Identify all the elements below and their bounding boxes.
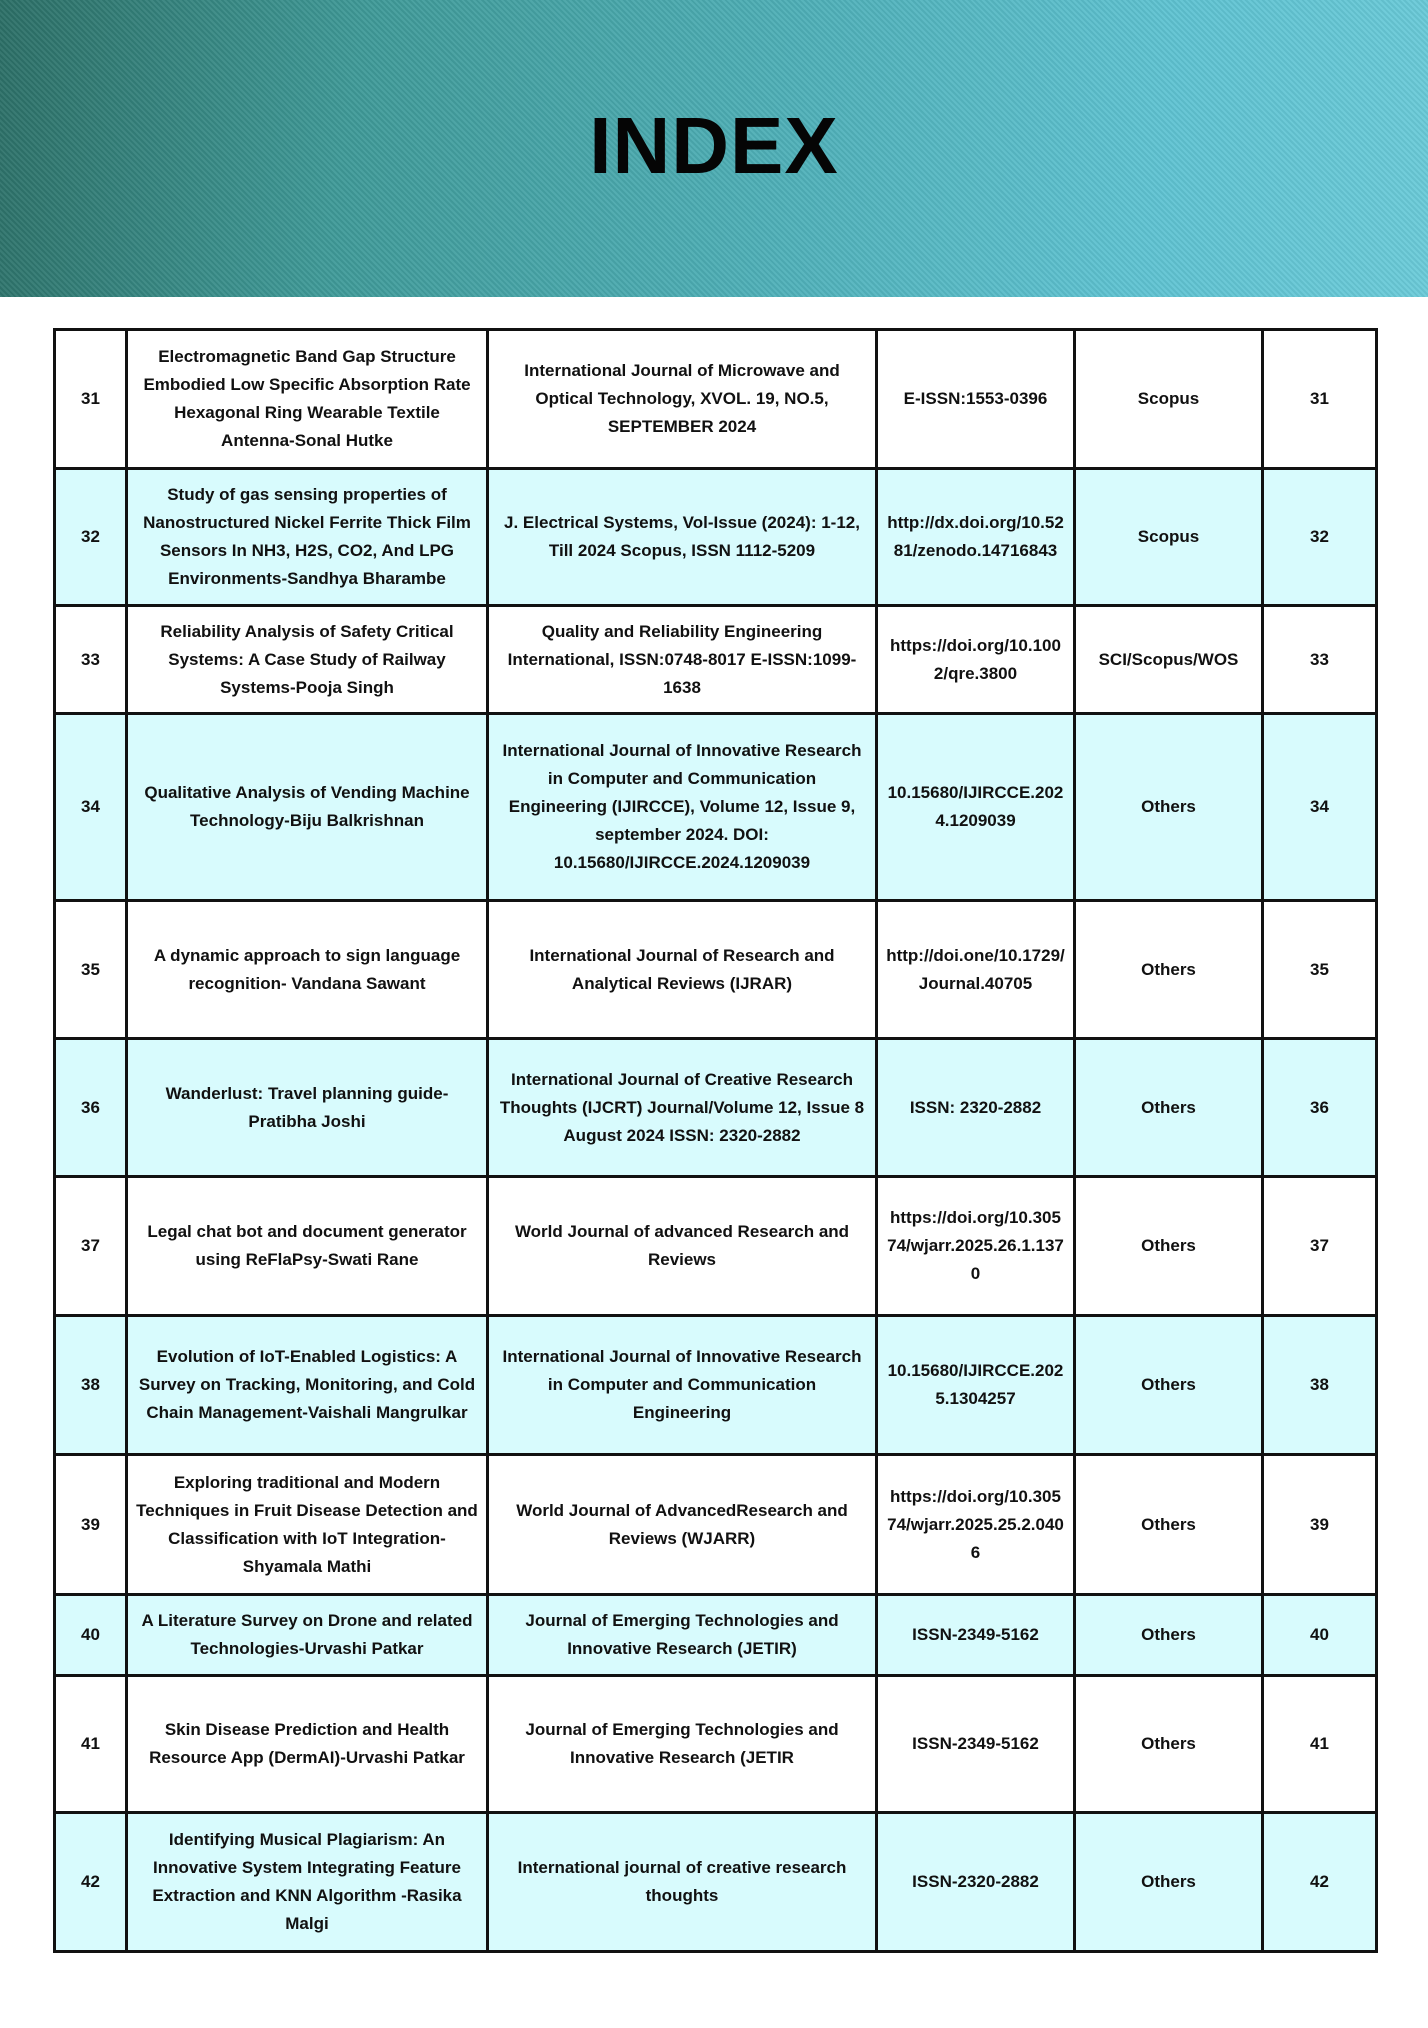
page-number-cell: 40 xyxy=(1261,1593,1378,1677)
table-row: 35 A dynamic approach to sign language re… xyxy=(53,899,1378,1040)
table-row: 36 Wanderlust: Travel planning guide- Pra… xyxy=(53,1037,1378,1178)
table-row: 31 Electromagnetic Band Gap Structure Emb… xyxy=(53,328,1378,470)
indexing-cell: Others xyxy=(1073,1037,1264,1178)
doi-issn-cell: https://doi.org/10.30574/wjarr.2025.26.1… xyxy=(875,1175,1076,1317)
header-banner xyxy=(0,0,1428,297)
table-row: 37 Legal chat bot and document generator … xyxy=(53,1175,1378,1317)
indexing-cell: Others xyxy=(1073,1175,1264,1317)
paper-title-cell: Legal chat bot and document generator us… xyxy=(125,1175,489,1317)
journal-name-cell: International Journal of Research and An… xyxy=(486,899,878,1040)
page-number-cell: 33 xyxy=(1261,604,1378,715)
serial-number-cell: 38 xyxy=(53,1314,128,1456)
paper-title-cell: A dynamic approach to sign language reco… xyxy=(125,899,489,1040)
table-row: 39 Exploring traditional and Modern Techn… xyxy=(53,1453,1378,1596)
page-number-cell: 35 xyxy=(1261,899,1378,1040)
serial-number-cell: 31 xyxy=(53,328,128,470)
page-number-cell: 34 xyxy=(1261,712,1378,902)
indexing-cell: Others xyxy=(1073,1811,1264,1953)
journal-name-cell: International Journal of Microwave and O… xyxy=(486,328,878,470)
journal-name-cell: International journal of creative resear… xyxy=(486,1811,878,1953)
doi-issn-cell: E-ISSN:1553-0396 xyxy=(875,328,1076,470)
paper-title-cell: A Literature Survey on Drone and related… xyxy=(125,1593,489,1677)
paper-title-cell: Exploring traditional and Modern Techniq… xyxy=(125,1453,489,1596)
doi-issn-cell: https://doi.org/10.1002/qre.3800 xyxy=(875,604,1076,715)
table-row: 32 Study of gas sensing properties of Nan… xyxy=(53,467,1378,607)
doi-issn-cell: ISSN-2349-5162 xyxy=(875,1593,1076,1677)
table-row: 34 Qualitative Analysis of Vending Machin… xyxy=(53,712,1378,902)
journal-name-cell: World Journal of advanced Research and R… xyxy=(486,1175,878,1317)
page-number-cell: 32 xyxy=(1261,467,1378,607)
page-number-cell: 41 xyxy=(1261,1674,1378,1814)
doi-issn-cell: 10.15680/IJIRCCE.2025.1304257 xyxy=(875,1314,1076,1456)
indexing-cell: Others xyxy=(1073,1593,1264,1677)
table-row: 41 Skin Disease Prediction and Health Res… xyxy=(53,1674,1378,1814)
journal-name-cell: International Journal of Innovative Rese… xyxy=(486,712,878,902)
page-number-cell: 31 xyxy=(1261,328,1378,470)
paper-title-cell: Evolution of IoT-Enabled Logistics: A Su… xyxy=(125,1314,489,1456)
doi-issn-cell: https://doi.org/10.30574/wjarr.2025.25.2… xyxy=(875,1453,1076,1596)
serial-number-cell: 42 xyxy=(53,1811,128,1953)
journal-name-cell: Journal of Emerging Technologies and Inn… xyxy=(486,1593,878,1677)
journal-name-cell: Journal of Emerging Technologies and Inn… xyxy=(486,1674,878,1814)
page-number-cell: 37 xyxy=(1261,1175,1378,1317)
table-row: 33 Reliability Analysis of Safety Critica… xyxy=(53,604,1378,715)
indexing-cell: Others xyxy=(1073,1314,1264,1456)
paper-title-cell: Wanderlust: Travel planning guide- Prati… xyxy=(125,1037,489,1178)
indexing-cell: Others xyxy=(1073,712,1264,902)
paper-title-cell: Electromagnetic Band Gap Structure Embod… xyxy=(125,328,489,470)
page-number-cell: 38 xyxy=(1261,1314,1378,1456)
indexing-cell: Others xyxy=(1073,1674,1264,1814)
serial-number-cell: 39 xyxy=(53,1453,128,1596)
journal-name-cell: Quality and Reliability Engineering Inte… xyxy=(486,604,878,715)
serial-number-cell: 32 xyxy=(53,467,128,607)
journal-name-cell: International Journal of Innovative Rese… xyxy=(486,1314,878,1456)
paper-title-cell: Qualitative Analysis of Vending Machine … xyxy=(125,712,489,902)
serial-number-cell: 33 xyxy=(53,604,128,715)
journal-name-cell: World Journal of AdvancedResearch and Re… xyxy=(486,1453,878,1596)
page-title: INDEX xyxy=(589,101,839,190)
paper-title-cell: Reliability Analysis of Safety Critical … xyxy=(125,604,489,715)
page-number-cell: 36 xyxy=(1261,1037,1378,1178)
doi-issn-cell: http://dx.doi.org/10.5281/zenodo.1471684… xyxy=(875,467,1076,607)
journal-name-cell: J. Electrical Systems, Vol-Issue (2024):… xyxy=(486,467,878,607)
serial-number-cell: 40 xyxy=(53,1593,128,1677)
paper-title-cell: Study of gas sensing properties of Nanos… xyxy=(125,467,489,607)
paper-title-cell: Identifying Musical Plagiarism: An Innov… xyxy=(125,1811,489,1953)
serial-number-cell: 37 xyxy=(53,1175,128,1317)
journal-name-cell: International Journal of Creative Resear… xyxy=(486,1037,878,1178)
indexing-cell: Others xyxy=(1073,1453,1264,1596)
table-row: 38 Evolution of IoT-Enabled Logistics: A … xyxy=(53,1314,1378,1456)
doi-issn-cell: 10.15680/IJIRCCE.2024.1209039 xyxy=(875,712,1076,902)
page-number-cell: 39 xyxy=(1261,1453,1378,1596)
doi-issn-cell: ISSN-2320-2882 xyxy=(875,1811,1076,1953)
indexing-cell: SCI/Scopus/WOS xyxy=(1073,604,1264,715)
table-row: 42 Identifying Musical Plagiarism: An Inn… xyxy=(53,1811,1378,1953)
serial-number-cell: 34 xyxy=(53,712,128,902)
serial-number-cell: 35 xyxy=(53,899,128,1040)
indexing-cell: Others xyxy=(1073,899,1264,1040)
indexing-cell: Scopus xyxy=(1073,467,1264,607)
doi-issn-cell: ISSN-2349-5162 xyxy=(875,1674,1076,1814)
serial-number-cell: 36 xyxy=(53,1037,128,1178)
indexing-cell: Scopus xyxy=(1073,328,1264,470)
table-row: 40 A Literature Survey on Drone and relat… xyxy=(53,1593,1378,1677)
paper-title-cell: Skin Disease Prediction and Health Resou… xyxy=(125,1674,489,1814)
index-table: 31 Electromagnetic Band Gap Structure Emb… xyxy=(53,328,1378,1953)
page-number-cell: 42 xyxy=(1261,1811,1378,1953)
doi-issn-cell: http://doi.one/10.1729/Journal.40705 xyxy=(875,899,1076,1040)
doi-issn-cell: ISSN: 2320-2882 xyxy=(875,1037,1076,1178)
serial-number-cell: 41 xyxy=(53,1674,128,1814)
